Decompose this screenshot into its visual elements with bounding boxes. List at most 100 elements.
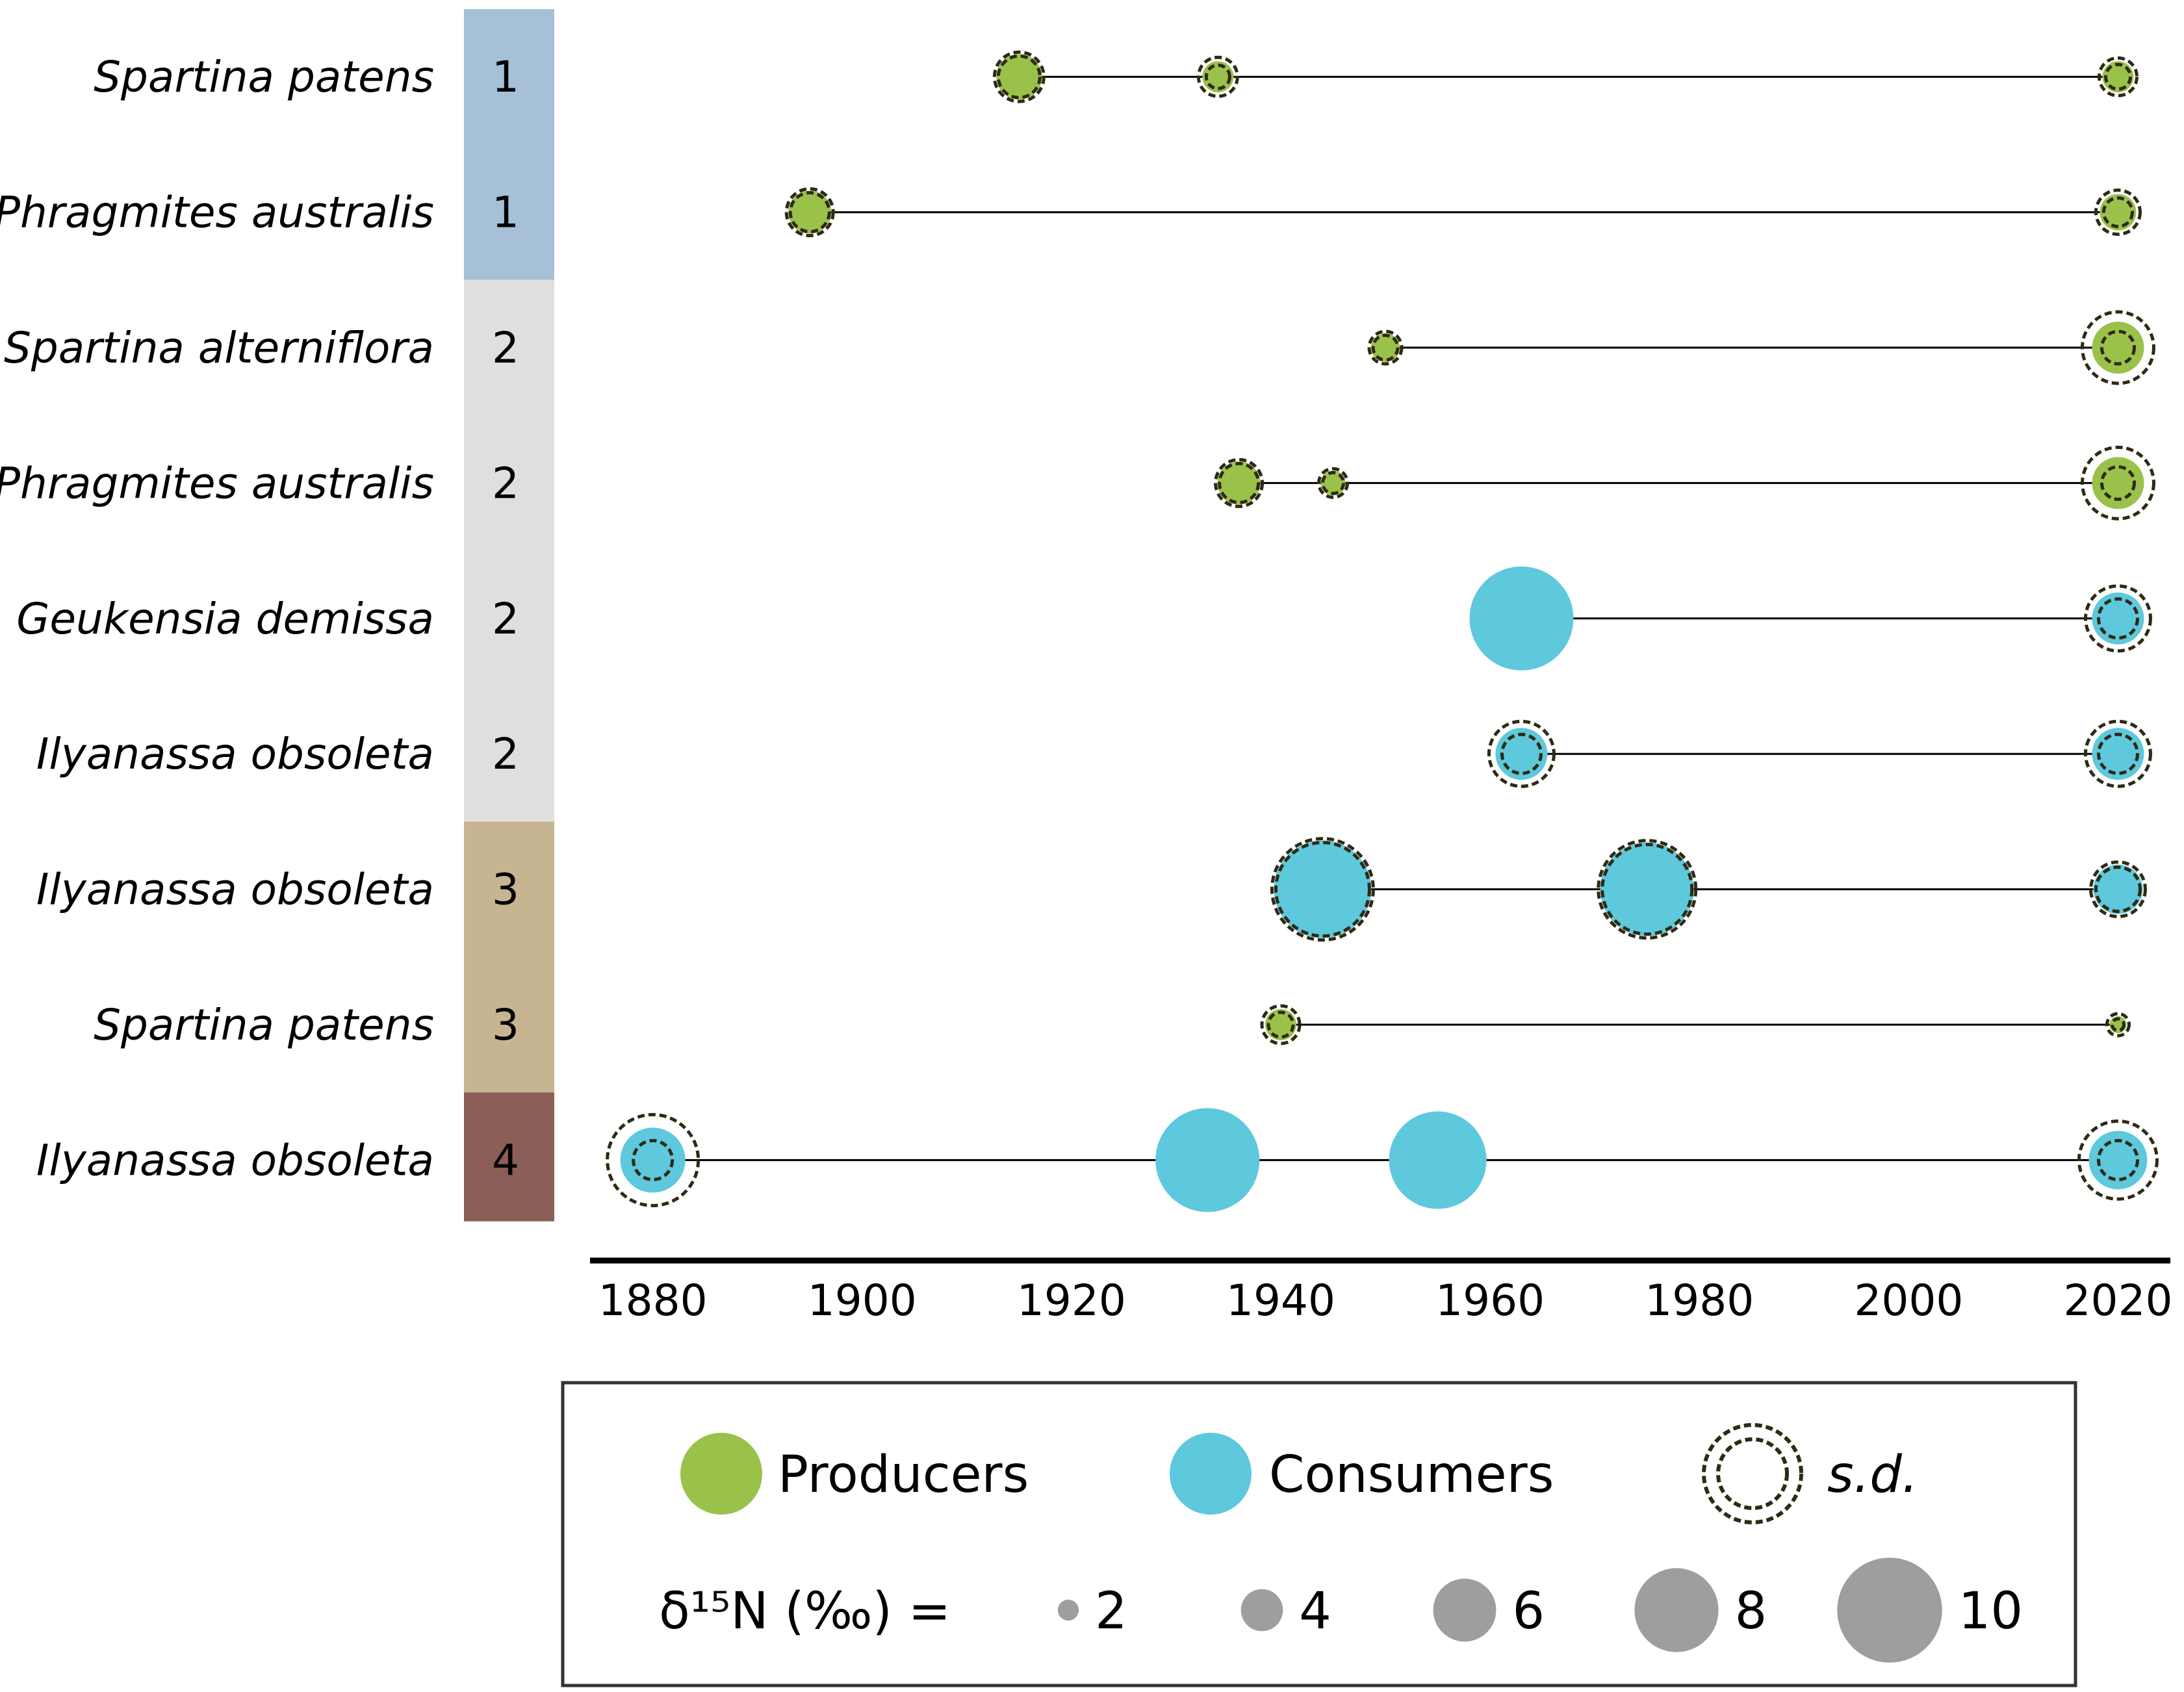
data-point-consumer [1600,842,1694,936]
sd-ring-inner [1600,843,1694,936]
sd-ring-outer [1260,1004,1302,1045]
data-point-consumer [2093,864,2143,914]
legend-size-circle [1433,1578,1497,1642]
sd-ring-outer [2105,1012,2131,1038]
data-point-producer [2092,322,2144,374]
sd-ring-outer [1214,457,1265,508]
x-tick-label: 2020 [2063,1275,2172,1326]
sd-ring-outer [992,50,1046,103]
legend-size-circle [1634,1568,1719,1652]
species-label: Ilyanassa obsoleta [36,729,434,779]
legend-size-value: 8 [1735,1582,1767,1641]
group-number: 2 [492,729,519,779]
data-point-consumer [1389,1111,1487,1209]
species-label: Phragmites australis [0,188,434,238]
sd-ring-inner [2110,1017,2126,1032]
data-point-consumer [1274,840,1372,938]
species-label: Spartina patens [94,1000,434,1050]
legend-size-value: 4 [1299,1582,1331,1641]
sd-ring-inner [1204,63,1231,90]
sd-ring-outer [2083,719,2152,788]
group-band-3 [464,821,554,1093]
x-tick-label: 1940 [1226,1275,1335,1326]
sd-ring-inner [632,1138,674,1181]
legend-producer-swatch [680,1433,762,1515]
group-number: 2 [492,594,519,644]
sd-ring-inner [1218,461,1261,504]
group-band-1 [464,9,554,280]
legend-sd-ring-outer [1702,1423,1803,1524]
legend-producers-label: Producers [778,1446,1029,1504]
sd-ring-outer [1270,837,1375,942]
species-label: Ilyanassa obsoleta [36,1135,434,1185]
legend-size-circle [1837,1557,1942,1663]
sd-ring-inner [2096,1138,2139,1181]
sd-ring-inner [996,54,1042,99]
legend-box [561,1381,2077,1687]
sd-ring-inner [788,191,831,234]
sd-ring-inner [2096,597,2139,640]
legend-sd-ring-inner [1716,1437,1789,1510]
sd-ring-outer [2088,860,2147,919]
legend: Producers Consumers s.d. δ¹⁵N (‰) = 2 4 6 8 10 [561,1381,2077,1687]
legend-consumer-swatch [1170,1433,1252,1515]
data-point-consumer [620,1127,686,1193]
sd-ring-inner [2101,196,2134,229]
group-bands [464,9,554,1222]
sd-ring-inner [2100,465,2136,501]
species-label: Geukensia demissa [16,594,434,644]
sd-ring-inner [2096,732,2139,775]
data-point-producer [1320,470,1346,496]
legend-size-value: 6 [1512,1582,1545,1641]
group-number: 3 [492,1000,519,1050]
sd-ring-outer [1196,55,1239,98]
group-number: 1 [492,188,519,238]
sd-ring-outer [2094,188,2142,237]
legend-size-label: δ¹⁵N (‰) = [659,1582,951,1641]
x-tick-label: 1920 [1017,1275,1126,1326]
sd-ring-inner [2094,865,2142,914]
data-point-producer [996,54,1042,100]
group-number: 2 [492,323,519,373]
sd-ring-outer [1367,329,1404,366]
sd-ring-outer [606,1112,700,1207]
sd-ring-inner [1274,841,1371,938]
data-point-producer [2092,457,2144,509]
species-label: Ilyanassa obsoleta [36,865,434,915]
data-point-producer [1371,333,1400,362]
data-points [606,50,2159,1212]
species-label: Spartina alterniflora [4,323,434,373]
legend-sd-label: s.d. [1827,1446,1918,1504]
sd-ring-inner [2100,329,2136,366]
data-point-consumer [1469,566,1574,671]
legend-size-value: 2 [1095,1582,1127,1641]
sd-ring-inner [1266,1010,1295,1039]
data-point-producer [788,190,832,234]
group-number: 1 [492,52,519,102]
sd-ring-inner [1321,470,1346,495]
x-tick-label: 1960 [1435,1275,1545,1326]
sd-ring-outer [784,187,835,238]
group-band-4 [464,1092,554,1222]
sd-ring-inner [1371,333,1400,362]
data-point-consumer [1155,1108,1260,1212]
x-tick-label: 2000 [1854,1275,1963,1326]
sd-ring-outer [1597,839,1698,940]
species-label: Phragmites australis [0,458,434,508]
legend-size-value: 10 [1959,1582,2023,1641]
x-axis: 1880 1900 1920 1940 1960 1980 2000 2020 [590,1257,2172,1326]
sd-ring-outer [2083,584,2152,653]
sd-ring-outer [2097,56,2139,97]
sd-ring-inner [2103,62,2132,91]
sd-ring-outer [2080,310,2155,385]
group-band-2 [464,279,554,822]
timeline-lines [652,75,2118,1161]
sd-ring-outer [2077,1119,2159,1201]
x-tick-label: 1880 [598,1275,708,1326]
sd-ring-inner [1500,732,1543,775]
legend-size-circle [1240,1589,1283,1632]
legend-size-circle [1057,1599,1079,1621]
species-labels: Spartina patens 1 Phragmites australis 1 Spa… [0,52,519,1185]
group-number: 2 [492,458,519,508]
